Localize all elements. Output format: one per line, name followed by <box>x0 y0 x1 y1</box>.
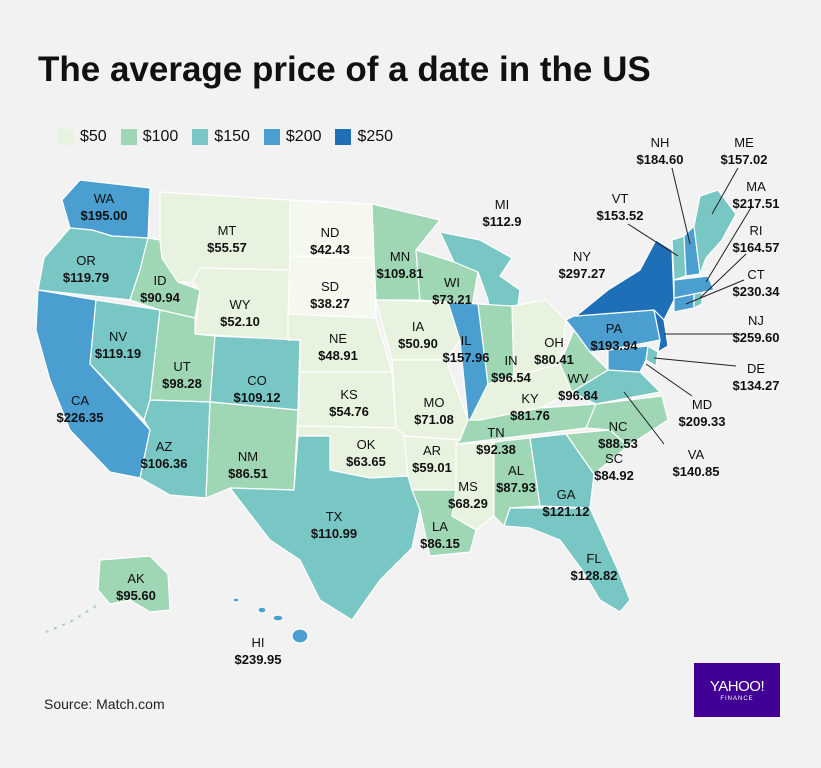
label-WA: WA $195.00 <box>80 191 128 223</box>
label-KY: KY $81.76 <box>510 391 550 423</box>
state-TX <box>229 435 421 621</box>
legend-swatch <box>335 129 352 145</box>
label-CA: CA $226.35 <box>56 393 104 425</box>
label-LA: LA $86.15 <box>420 519 460 551</box>
state-WV <box>559 329 609 393</box>
label-ND: ND $42.43 <box>310 225 350 257</box>
legend-item-50: $50 <box>58 128 107 146</box>
legend-swatch <box>263 129 280 145</box>
label-NH: NH $184.60 <box>636 135 684 167</box>
label-NY: NY $297.27 <box>558 249 606 281</box>
label-MN: MN $109.81 <box>376 249 424 281</box>
state-MD <box>607 345 649 373</box>
alaska-chain <box>45 605 97 633</box>
label-MD: MD $209.33 <box>678 397 726 429</box>
state-NJ <box>653 309 669 353</box>
state-TN <box>455 403 597 445</box>
label-OH: OH $80.41 <box>534 335 574 367</box>
label-NV: NV $119.19 <box>94 329 142 361</box>
label-PA: PA $193.94 <box>590 321 638 353</box>
yahoo-finance-logo: YAHOO! FINANCE <box>694 663 780 717</box>
map-legend: $50 $100 $150 $200 $250 <box>58 128 393 146</box>
state-MA <box>673 275 715 299</box>
label-GA: GA $121.12 <box>542 487 590 519</box>
label-DE: DE $134.27 <box>732 361 780 393</box>
legend-label: $200 <box>285 128 322 145</box>
legend-swatch <box>58 129 74 145</box>
leader-line-nh <box>671 167 691 245</box>
label-RI: RI $164.57 <box>732 223 780 255</box>
label-VA: VA $140.85 <box>672 447 720 479</box>
label-NJ: NJ $259.60 <box>732 313 780 345</box>
label-TX: TX $110.99 <box>310 509 358 541</box>
leader-line-me <box>711 167 739 215</box>
label-OK: OK $63.65 <box>346 437 386 469</box>
label-OR: OR $119.79 <box>62 253 110 285</box>
hawaii-island-2 <box>257 606 267 614</box>
label-HI: HI $239.95 <box>234 635 282 667</box>
leader-line-ma <box>705 205 753 283</box>
legend-item-100: $100 <box>120 128 179 146</box>
label-AR: AR $59.01 <box>412 443 452 475</box>
hawaii-island-4 <box>291 628 309 644</box>
legend-swatch <box>192 129 209 145</box>
leader-line-va <box>623 391 665 445</box>
label-WY: WY $52.10 <box>220 297 260 329</box>
label-CO: CO $109.12 <box>233 373 281 405</box>
leader-line-ri <box>699 253 747 299</box>
label-SC: SC $84.92 <box>594 451 634 483</box>
label-VT: VT $153.52 <box>596 191 644 223</box>
hawaii-island-1 <box>232 597 240 603</box>
label-MT: MT $55.57 <box>207 223 247 255</box>
legend-item-150: $150 <box>192 128 250 146</box>
label-NE: NE $48.91 <box>318 331 358 363</box>
leader-line-de <box>653 357 737 367</box>
leader-line-ct <box>685 279 745 305</box>
leader-line-md <box>645 363 693 397</box>
label-AL: AL $87.93 <box>496 463 536 495</box>
logo-line1: YAHOO! <box>709 678 765 695</box>
legend-swatch <box>120 129 137 145</box>
label-WV: WV $96.84 <box>558 371 598 403</box>
label-ID: ID $90.94 <box>140 273 180 305</box>
legend-label: $250 <box>357 128 394 145</box>
state-OH <box>511 299 567 377</box>
label-TN: TN $92.38 <box>476 425 516 457</box>
state-FL <box>503 507 631 613</box>
label-IL: IL $157.96 <box>442 333 490 365</box>
label-WI: WI $73.21 <box>432 275 472 307</box>
legend-item-200: $200 <box>263 128 322 146</box>
label-SD: SD $38.27 <box>310 279 350 311</box>
label-FL: FL $128.82 <box>570 551 618 583</box>
page-title: The average price of a date in the US <box>38 50 651 89</box>
label-IN: IN $96.54 <box>491 353 531 385</box>
label-ME: ME $157.02 <box>720 135 768 167</box>
label-CT: CT $230.34 <box>732 267 780 299</box>
label-KS: KS $54.76 <box>329 387 369 419</box>
legend-label: $50 <box>80 128 107 145</box>
state-GA <box>529 433 595 509</box>
legend-label: $150 <box>214 128 250 145</box>
state-AK <box>97 555 171 613</box>
label-MS: MS $68.29 <box>448 479 488 511</box>
hawaii-island-3 <box>272 614 284 622</box>
logo-line2: FINANCE <box>720 696 754 702</box>
label-MO: MO $71.08 <box>414 395 454 427</box>
label-UT: UT $98.28 <box>162 359 202 391</box>
source-note: Source: Match.com <box>44 696 165 712</box>
legend-label: $100 <box>142 128 179 145</box>
label-AZ: AZ $106.36 <box>140 439 188 471</box>
label-NC: NC $88.53 <box>598 419 638 451</box>
label-IA: IA $50.90 <box>398 319 438 351</box>
legend-item-250: $250 <box>335 128 393 146</box>
state-ME <box>693 189 737 275</box>
label-NM: NM $86.51 <box>228 449 268 481</box>
label-MA: MA $217.51 <box>732 179 780 211</box>
label-MI: MI $112.9 <box>482 197 522 229</box>
leader-line-vt <box>627 223 679 257</box>
label-AK: AK $95.60 <box>116 571 156 603</box>
